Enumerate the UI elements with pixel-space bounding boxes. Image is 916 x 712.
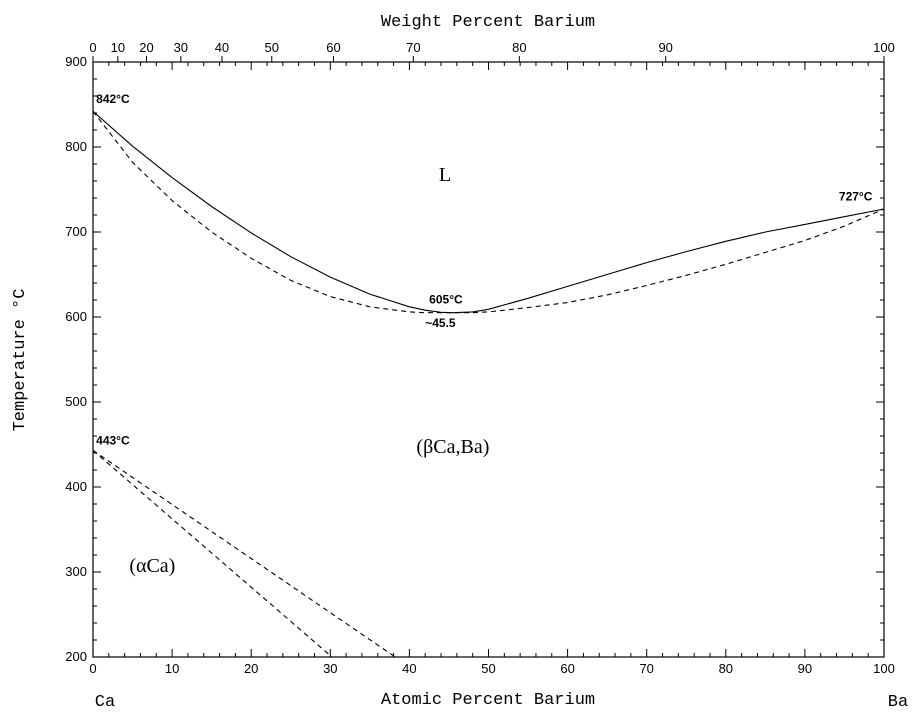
x2-tick-label: 30: [174, 40, 188, 55]
x-tick-label: 10: [165, 661, 179, 676]
x-tick-label: 0: [89, 661, 96, 676]
plot-frame: [92, 61, 885, 658]
x-tick-label: 60: [560, 661, 574, 676]
x2-tick-label: 90: [658, 40, 672, 55]
phase-region-label: (αCa): [129, 555, 175, 577]
y-tick-label: 700: [65, 224, 87, 239]
y-tick-label: 400: [65, 479, 87, 494]
x-axis-title: Atomic Percent Barium: [381, 691, 595, 710]
temperature-annotation: ~45.5: [425, 316, 456, 330]
dashed-boundary-line: [92, 449, 396, 658]
x-tick-label: 90: [798, 661, 812, 676]
x2-tick-label: 40: [215, 40, 229, 55]
chart-labels: 842°C 727°C 605°C ~45.5 443°C L (βCa,Ba) (αCa): [96, 92, 873, 577]
x-tick-label: 80: [719, 661, 733, 676]
dashed-boundary-line: [92, 110, 885, 314]
temperature-annotation: 443°C: [96, 434, 130, 448]
x-end-label-left: Ca: [95, 693, 115, 712]
x-end-label-right: Ba: [888, 693, 908, 712]
phase-region-label: (βCa,Ba): [416, 436, 489, 458]
phase-boundaries: [92, 110, 885, 658]
y-tick-label: 500: [65, 394, 87, 409]
x2-tick-label: 0: [89, 40, 96, 55]
x2-tick-label: 10: [111, 40, 125, 55]
temperature-annotation: 842°C: [96, 92, 130, 106]
x2-tick-label: 70: [406, 40, 420, 55]
y-tick-label: 800: [65, 139, 87, 154]
y-tick-label: 900: [65, 54, 87, 69]
x2-tick-label: 100: [873, 40, 895, 55]
x-tick-label: 20: [244, 661, 258, 676]
x2-tick-label: 20: [139, 40, 153, 55]
y-axis-title: Temperature °C: [11, 289, 30, 432]
y-tick-label: 600: [65, 309, 87, 324]
y-tick-label: 300: [65, 564, 87, 579]
temperature-annotation: 605°C: [429, 292, 463, 306]
top-axis-title: Weight Percent Barium: [381, 13, 595, 32]
x2-tick-label: 60: [326, 40, 340, 55]
x-tick-label: 30: [323, 661, 337, 676]
phase-region-label: L: [439, 164, 451, 186]
x-tick-label: 40: [402, 661, 416, 676]
x2-tick-label: 80: [512, 40, 526, 55]
x-tick-label: 100: [873, 661, 895, 676]
x-tick-label: 50: [481, 661, 495, 676]
axis-ticks: 0 10 20 30 40 50 60 70 80 90 100 0 10 20 30 40 50 60 70 80 9…: [65, 40, 895, 676]
dashed-boundary-line: [92, 449, 333, 658]
liquidus-line: [92, 110, 885, 314]
temperature-annotation: 727°C: [839, 190, 873, 204]
x-tick-label: 70: [639, 661, 653, 676]
y-tick-label: 200: [65, 649, 87, 664]
x2-tick-label: 50: [265, 40, 279, 55]
